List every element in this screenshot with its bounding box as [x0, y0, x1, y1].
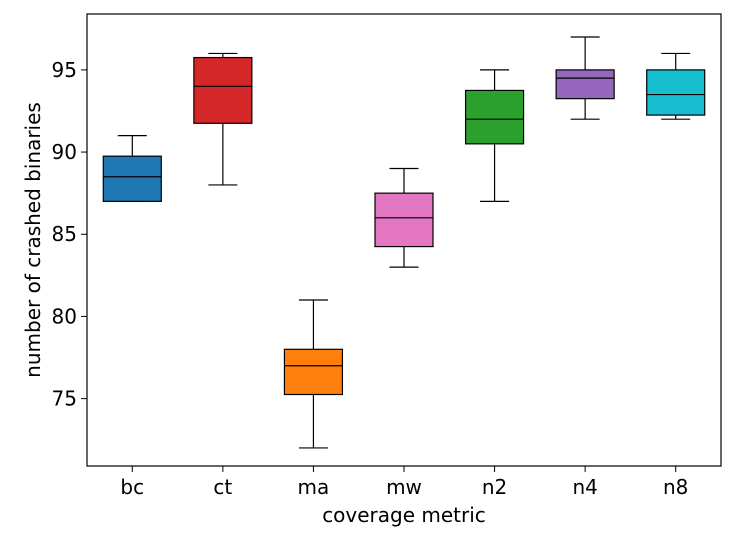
box-n8 — [646, 52, 706, 120]
box-ma — [283, 299, 344, 449]
x-tick-label-n4: n4 — [572, 475, 597, 499]
x-axis-label: coverage metric — [322, 503, 486, 527]
x-tick-label-n8: n8 — [663, 475, 688, 499]
axis-ticks: bc ct ma mw n2 n4 n8 75 80 85 90 95 — [52, 58, 689, 499]
plot-area — [102, 36, 706, 449]
y-tick-label-90: 90 — [52, 140, 77, 164]
box-bc — [102, 135, 162, 202]
y-tick-label-75: 75 — [52, 387, 77, 411]
y-tick-label-80: 80 — [52, 304, 77, 328]
box-body-ct — [193, 56, 253, 124]
box-n4 — [555, 36, 615, 120]
y-tick-label-95: 95 — [52, 58, 77, 82]
box-body-mw — [374, 192, 434, 248]
box-n2 — [464, 69, 525, 202]
box-mw — [374, 167, 434, 268]
box-body-n8 — [646, 69, 706, 116]
y-tick-label-85: 85 — [52, 222, 77, 246]
box-body-ma — [283, 348, 344, 396]
box-body-bc — [102, 155, 162, 202]
y-axis-label: number of crashed binaries — [21, 102, 45, 378]
box-body-n2 — [464, 89, 525, 145]
x-tick-label-ct: ct — [213, 475, 232, 499]
x-tick-label-n2: n2 — [482, 475, 507, 499]
box-ct — [193, 52, 253, 186]
x-tick-label-mw: mw — [386, 475, 422, 499]
x-tick-label-bc: bc — [120, 475, 144, 499]
box-body-n4 — [555, 69, 615, 100]
x-tick-label-ma: ma — [298, 475, 330, 499]
